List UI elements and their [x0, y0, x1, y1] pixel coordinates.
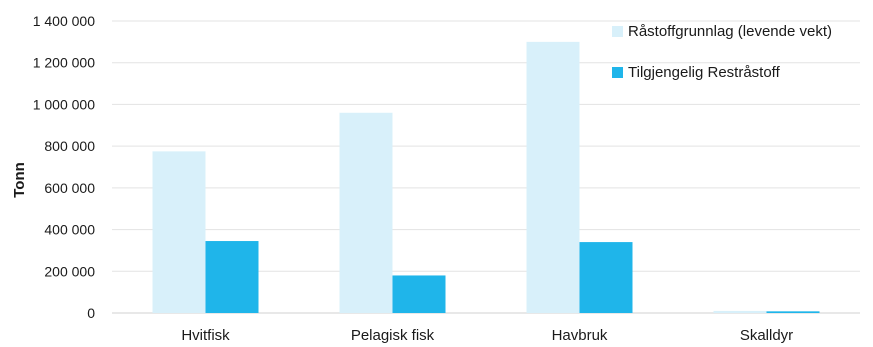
category-labels: Hvitfisk Pelagisk fisk Havbruk Skalldyr [181, 327, 793, 344]
legend-label-residual-material: Tilgjengelig Restråstoff [628, 64, 781, 81]
bar-residual-material [205, 241, 259, 313]
bar-residual-material [392, 275, 446, 313]
bar-raw-material [339, 112, 393, 314]
y-axis-label: Tonn [11, 162, 28, 198]
y-tick-label: 1 400 000 [33, 13, 95, 29]
bar-raw-material [526, 41, 580, 313]
y-tick-label: 1 200 000 [33, 55, 95, 71]
bar-raw-material [713, 310, 767, 313]
legend: Råstoffgrunnlag (levende vekt) Tilgjenge… [612, 23, 832, 81]
legend-label-raw-material: Råstoffgrunnlag (levende vekt) [628, 23, 832, 40]
y-tick-label: 800 000 [44, 138, 95, 154]
y-tick-label: 1 000 000 [33, 96, 95, 112]
x-category-label: Havbruk [552, 327, 608, 344]
legend-swatch-raw-material [612, 26, 623, 37]
bar-raw-material [152, 151, 206, 313]
y-tick-label: 200 000 [44, 263, 95, 279]
bar-residual-material [766, 311, 820, 313]
legend-swatch-residual-material [612, 67, 623, 78]
y-tick-label: 400 000 [44, 222, 95, 238]
y-tick-label: 0 [87, 305, 95, 321]
bar-residual-material [579, 242, 633, 313]
x-category-label: Hvitfisk [181, 327, 230, 344]
x-category-label: Pelagisk fisk [351, 327, 435, 344]
y-tick-label: 600 000 [44, 180, 95, 196]
bars [152, 41, 820, 314]
x-category-label: Skalldyr [740, 327, 793, 344]
y-tick-labels: 0 200 000 400 000 600 000 800 000 1 000 000 1 … [33, 13, 96, 321]
